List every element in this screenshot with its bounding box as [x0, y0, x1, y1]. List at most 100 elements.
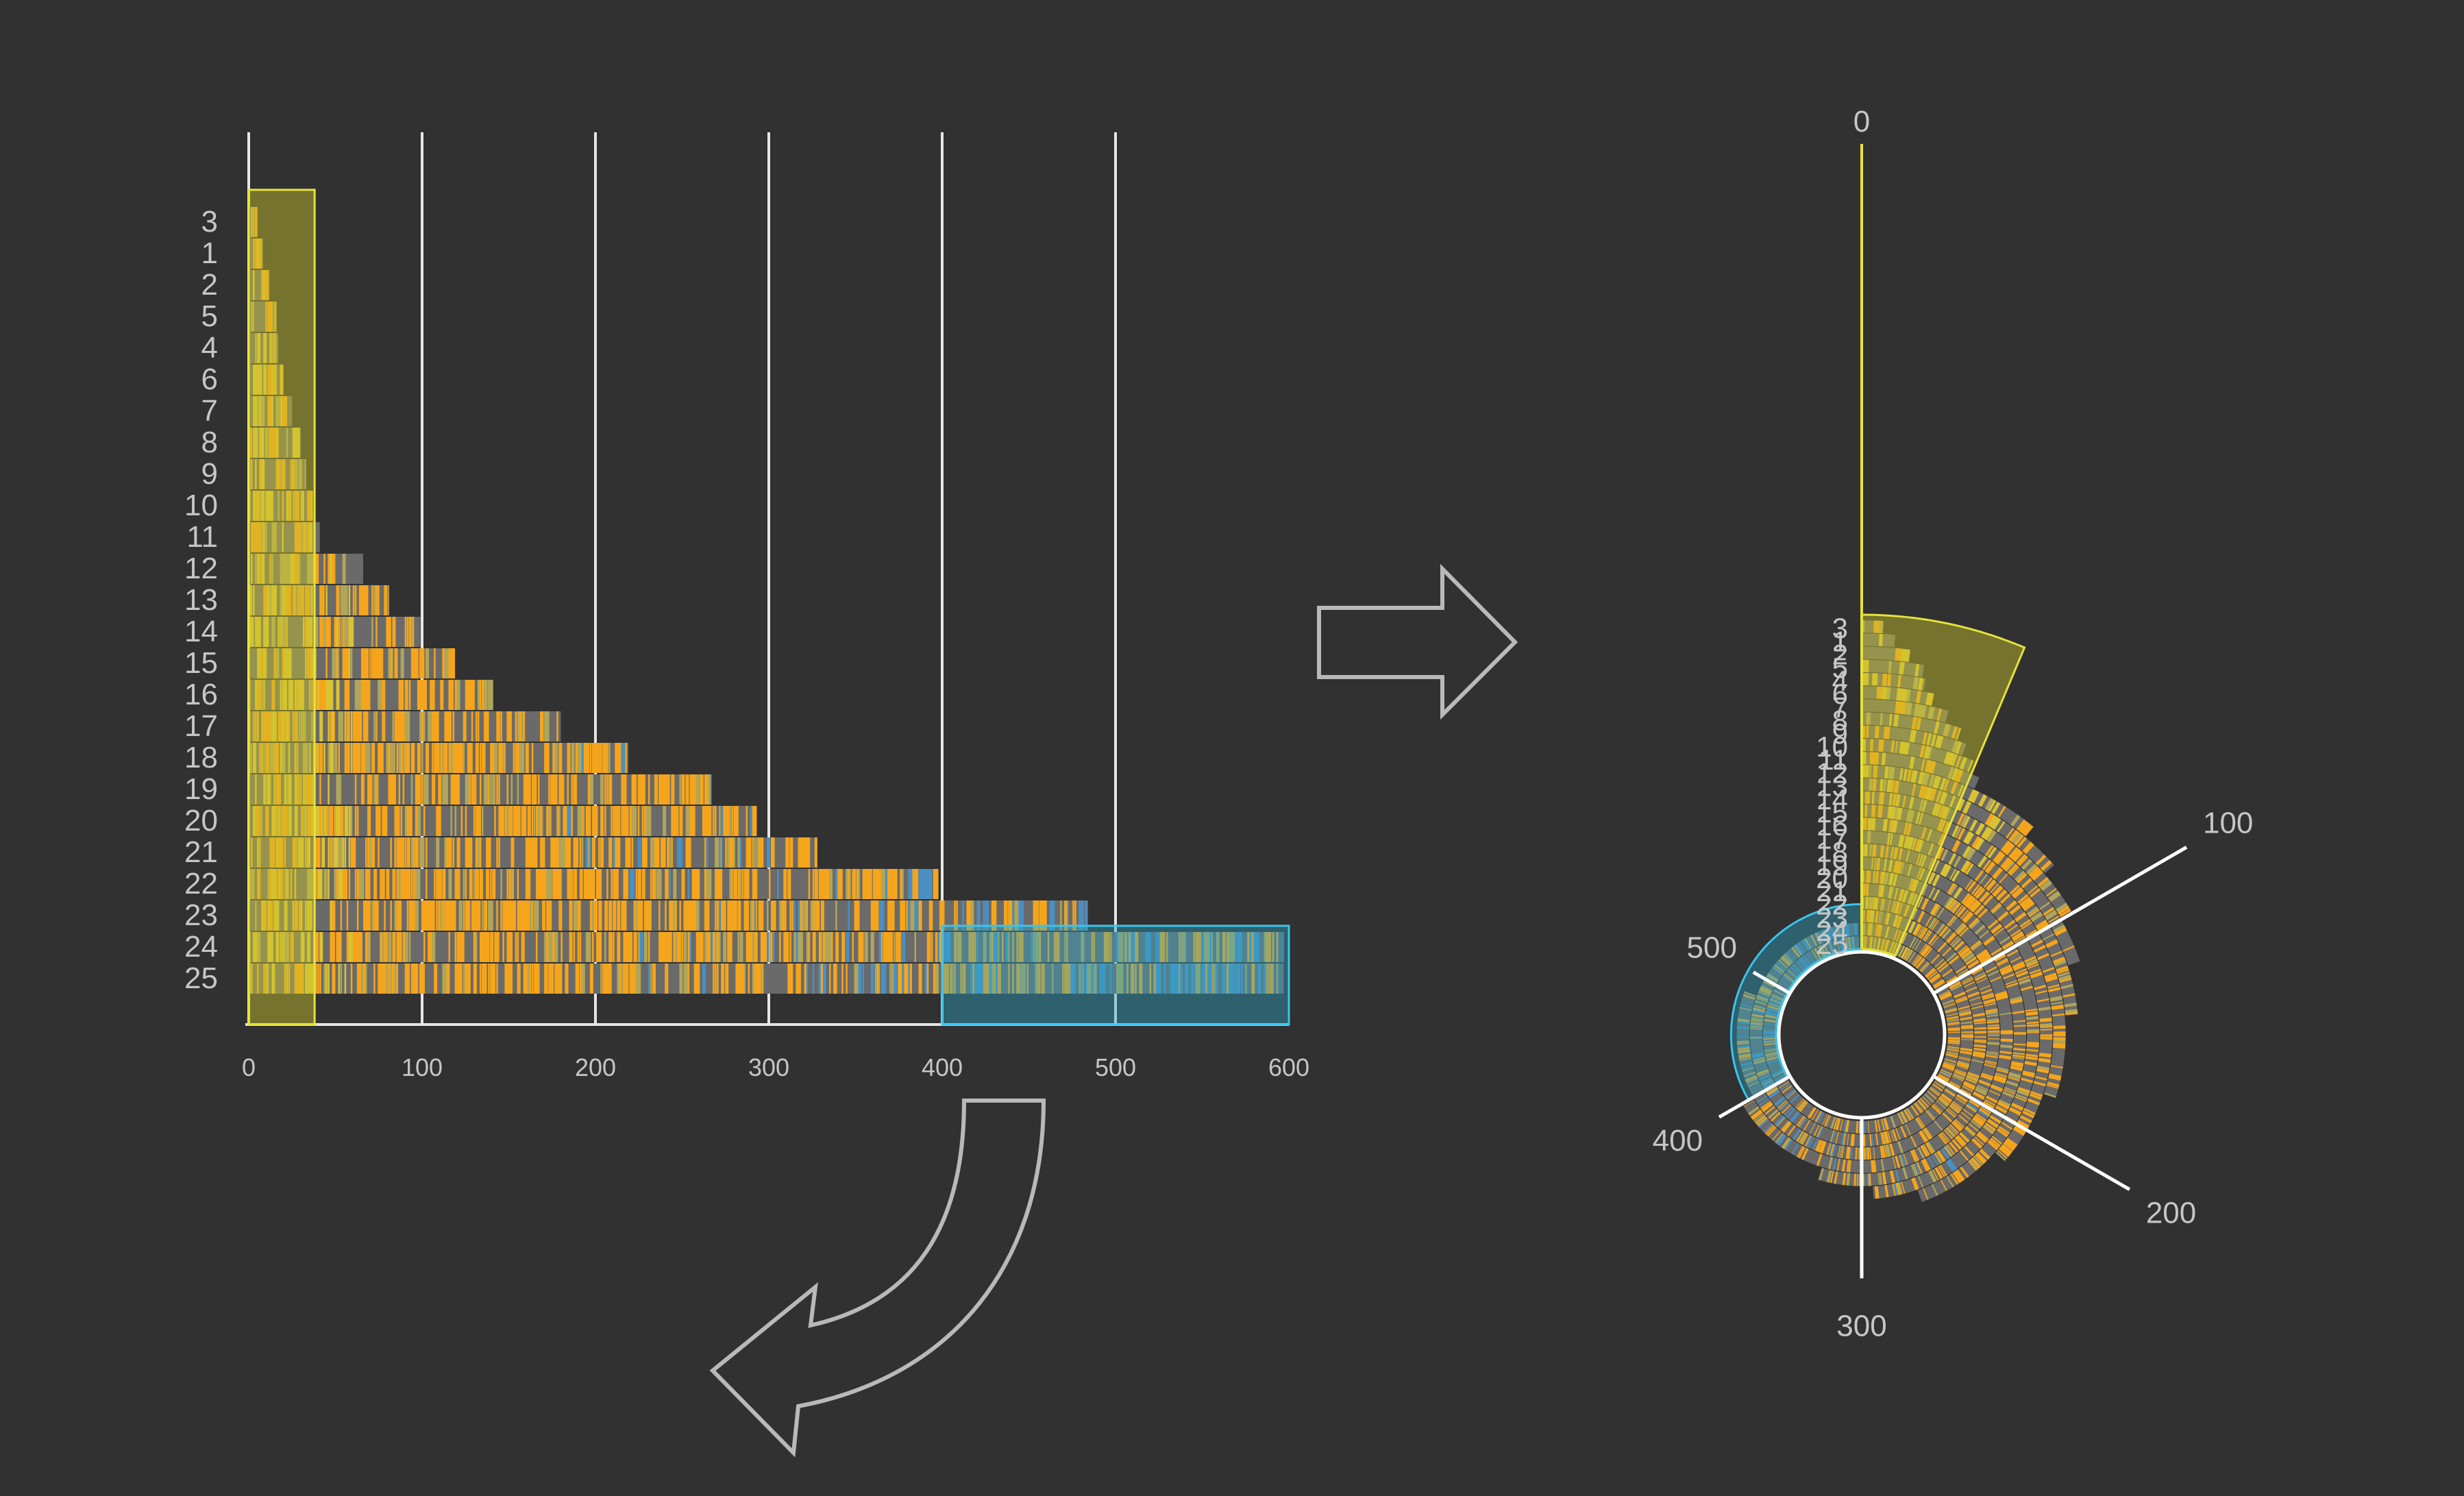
row-label: 1 — [201, 236, 218, 270]
stripe — [789, 932, 791, 962]
stripe — [267, 365, 273, 395]
radial-row-label: 6 — [1832, 678, 1848, 710]
stripe — [558, 964, 563, 994]
stripe — [515, 711, 517, 741]
ring-stripe — [1921, 772, 1930, 786]
stripe — [257, 617, 261, 647]
ring-stripe — [1947, 1040, 1960, 1042]
stripe — [294, 554, 300, 584]
ring-stripe — [1957, 945, 1968, 955]
stripe — [760, 932, 766, 962]
stripe — [404, 680, 408, 710]
stripe — [426, 837, 428, 868]
stripe — [251, 837, 253, 868]
stripe — [683, 964, 689, 994]
ring-stripe — [1836, 1118, 1841, 1131]
ring-stripe — [1974, 870, 1984, 882]
stripe — [706, 869, 712, 899]
stripe — [442, 869, 446, 899]
ring-stripe — [1938, 1133, 1947, 1145]
ring-stripe — [1995, 1072, 2008, 1078]
ring-stripe — [1906, 649, 1910, 662]
stripe — [1064, 932, 1066, 962]
ring-stripe — [1962, 1108, 1974, 1117]
stripe — [589, 900, 593, 931]
stripe — [733, 869, 737, 899]
ring-stripe — [1865, 883, 1869, 896]
ring-stripe — [2016, 854, 2028, 866]
stripe — [700, 774, 704, 805]
ring-stripe — [1738, 1018, 1751, 1021]
stripe — [591, 900, 595, 931]
row-label: 4 — [201, 331, 218, 365]
row-label: 8 — [201, 426, 218, 459]
stripe — [348, 617, 354, 647]
ring-stripe — [1736, 1026, 1749, 1029]
ring-stripe — [1930, 693, 1934, 706]
ring-stripe — [2034, 984, 2047, 990]
ring-stripe — [1954, 1118, 1965, 1129]
stripe — [506, 774, 508, 805]
ring-stripe — [1958, 1008, 1971, 1012]
ring-stripe — [1791, 946, 1801, 958]
stripe — [286, 806, 288, 836]
ring-stripe — [1987, 1030, 2000, 1033]
ring-stripe — [1886, 687, 1891, 700]
stripe — [454, 774, 460, 805]
ring-stripe — [1924, 759, 1932, 773]
stripe — [340, 585, 346, 615]
stripe — [956, 932, 960, 962]
stripe — [719, 869, 723, 899]
ring-stripe — [1863, 1147, 1867, 1160]
stripe — [573, 932, 576, 962]
ring-stripe — [2024, 1061, 2037, 1066]
ring-stripe — [1876, 897, 1879, 910]
ring-stripe — [1982, 1101, 1995, 1109]
ring-stripe — [1823, 943, 1829, 956]
ring-stripe — [1954, 1136, 1965, 1148]
stripe — [589, 869, 595, 899]
stripe — [1237, 932, 1242, 962]
ring-stripe — [1967, 760, 1974, 772]
ring-stripe — [1909, 921, 1917, 934]
ring-stripe — [1968, 961, 1980, 969]
stripe — [556, 806, 560, 836]
stripe — [444, 648, 449, 678]
stripe — [296, 491, 299, 521]
ring-stripe — [1946, 952, 1957, 962]
ring-stripe — [2029, 1093, 2042, 1100]
stripe — [1176, 964, 1181, 994]
stripe — [623, 774, 627, 805]
ring-stripe — [1999, 1055, 2012, 1060]
stripe — [430, 932, 432, 962]
row-label: 15 — [184, 646, 218, 680]
stripe — [325, 964, 328, 994]
stripe — [506, 869, 508, 899]
stripe — [498, 711, 500, 741]
stripe — [319, 743, 323, 773]
stripe — [412, 964, 419, 994]
stripe — [342, 648, 346, 678]
stripe — [309, 585, 313, 615]
ring-stripe — [1760, 985, 1773, 992]
stripe — [560, 932, 563, 962]
stripe — [510, 964, 513, 994]
stripe — [452, 837, 455, 868]
ring-stripe — [1979, 873, 1988, 885]
stripe — [683, 900, 689, 931]
ring-stripe — [1959, 1052, 1972, 1055]
ring-stripe — [1759, 988, 1772, 994]
stripe — [946, 964, 950, 994]
ring-stripe — [1884, 1144, 1888, 1157]
stripe — [423, 806, 426, 836]
stripe — [833, 964, 837, 994]
ring-stripe — [1850, 1133, 1853, 1146]
stripe — [463, 869, 465, 899]
stripe — [812, 900, 815, 931]
ring-stripe — [1960, 1016, 1973, 1020]
stripe — [556, 711, 558, 741]
ring-stripe — [1938, 805, 1946, 818]
ring-stripe — [1819, 1168, 1825, 1181]
ring-stripe — [1881, 752, 1886, 765]
ring-stripe — [1943, 1003, 1956, 1009]
